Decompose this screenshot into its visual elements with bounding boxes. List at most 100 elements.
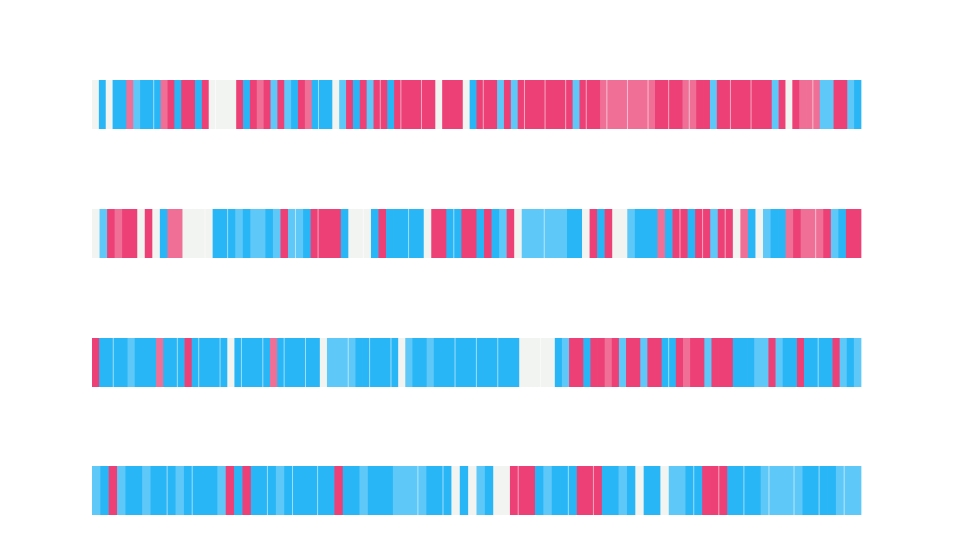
heatmap-cell — [808, 209, 817, 258]
heatmap-cell — [717, 209, 726, 258]
heatmap-cell — [359, 466, 369, 515]
heatmap-cell — [551, 209, 560, 258]
heatmap-cell — [518, 466, 527, 515]
heatmap-cell — [419, 338, 428, 387]
heatmap-cell — [792, 80, 800, 129]
heatmap-cell — [544, 209, 553, 258]
heatmap-cell — [526, 338, 534, 387]
heatmap-cell — [107, 209, 115, 258]
heatmap-cell — [348, 338, 356, 387]
heatmap-cell — [270, 80, 278, 129]
heatmap-cell — [174, 80, 182, 129]
heatmap-cell — [806, 80, 814, 129]
cell-separator — [317, 80, 319, 129]
heatmap-cell — [497, 338, 506, 387]
heatmap-cell — [547, 338, 556, 387]
heatmap-cell — [262, 338, 271, 387]
cell-separator — [266, 466, 268, 515]
heatmap-cell — [167, 80, 175, 129]
heatmap-cell — [177, 338, 185, 387]
heatmap-cell — [99, 338, 107, 387]
heatmap-cell — [284, 338, 292, 387]
heatmap-cell — [501, 466, 511, 515]
heatmap-cell — [531, 80, 539, 129]
heatmap-cell — [209, 466, 218, 515]
heatmap-cell — [309, 466, 319, 515]
cell-separator — [214, 80, 216, 129]
heatmap-cell — [105, 80, 113, 129]
heatmap-cell — [572, 80, 580, 129]
heatmap-cell — [275, 466, 285, 515]
heatmap-cell — [739, 338, 748, 387]
heatmap-cell — [641, 80, 649, 129]
heatmap-cell — [506, 209, 515, 258]
cell-separator — [240, 338, 242, 387]
cell-separator — [793, 466, 795, 515]
heatmap-cell — [291, 80, 299, 129]
heatmap-cell — [346, 80, 354, 129]
heatmap-cell — [242, 466, 252, 515]
cell-separator — [362, 209, 364, 258]
cell-separator — [305, 338, 307, 387]
heatmap-cell — [585, 466, 594, 515]
cell-separator — [679, 209, 681, 258]
heatmap-cell — [175, 466, 185, 515]
cell-separator — [369, 338, 371, 387]
cell-separator — [204, 209, 206, 258]
heatmap-cell — [205, 209, 213, 258]
heatmap-cell — [627, 80, 635, 129]
cell-separator — [626, 80, 628, 129]
heatmap-cell — [170, 338, 178, 387]
heatmap-cell — [355, 209, 364, 258]
heatmap-cell — [497, 80, 505, 129]
heatmap-cell — [566, 209, 575, 258]
heatmap-cell — [752, 466, 762, 515]
heatmap-cell — [818, 338, 826, 387]
heatmap-cell — [220, 338, 228, 387]
heatmap-cell — [740, 209, 749, 258]
heatmap-cell — [142, 466, 151, 515]
heatmap-cell — [263, 80, 271, 129]
heatmap-cell — [845, 209, 854, 258]
heatmap-cell — [387, 80, 395, 129]
heatmap-cell — [804, 338, 812, 387]
heatmap-cell — [600, 80, 608, 129]
heatmap-cell — [468, 209, 477, 258]
heatmap-cell — [833, 80, 841, 129]
heatmap-cell — [455, 338, 463, 387]
cell-separator — [812, 80, 814, 129]
heatmap-cell — [590, 338, 598, 387]
heatmap-cell — [687, 209, 696, 258]
heatmap-cell — [334, 466, 344, 515]
heatmap-cell — [574, 209, 583, 258]
cell-separator — [400, 80, 402, 129]
heatmap-cell — [160, 80, 168, 129]
heatmap-cell — [311, 80, 319, 129]
heatmap-row-2 — [92, 209, 862, 258]
heatmap-cell — [762, 209, 771, 258]
cell-separator — [523, 80, 525, 129]
heatmap-cell — [565, 80, 573, 129]
cell-separator — [724, 209, 726, 258]
heatmap-cell — [484, 466, 494, 515]
heatmap-cell — [760, 466, 770, 515]
heatmap-cell — [92, 466, 101, 515]
heatmap-cell — [664, 209, 673, 258]
heatmap-cell — [840, 80, 848, 129]
heatmap-cell — [689, 80, 697, 129]
heatmap-cell — [227, 338, 235, 387]
heatmap-cell — [158, 466, 168, 515]
heatmap-cell — [483, 80, 491, 129]
heatmap-cell — [440, 338, 449, 387]
heatmap-cell — [725, 209, 734, 258]
cell-separator — [843, 466, 845, 515]
heatmap-cell — [536, 209, 545, 258]
heatmap-cell — [401, 209, 409, 258]
heatmap-cell — [267, 466, 277, 515]
heatmap-cell — [493, 466, 502, 515]
cell-separator — [408, 209, 410, 258]
heatmap-cell — [847, 80, 855, 129]
heatmap-cell — [529, 209, 538, 258]
heatmap-cell — [768, 338, 776, 387]
heatmap-cell — [326, 466, 335, 515]
